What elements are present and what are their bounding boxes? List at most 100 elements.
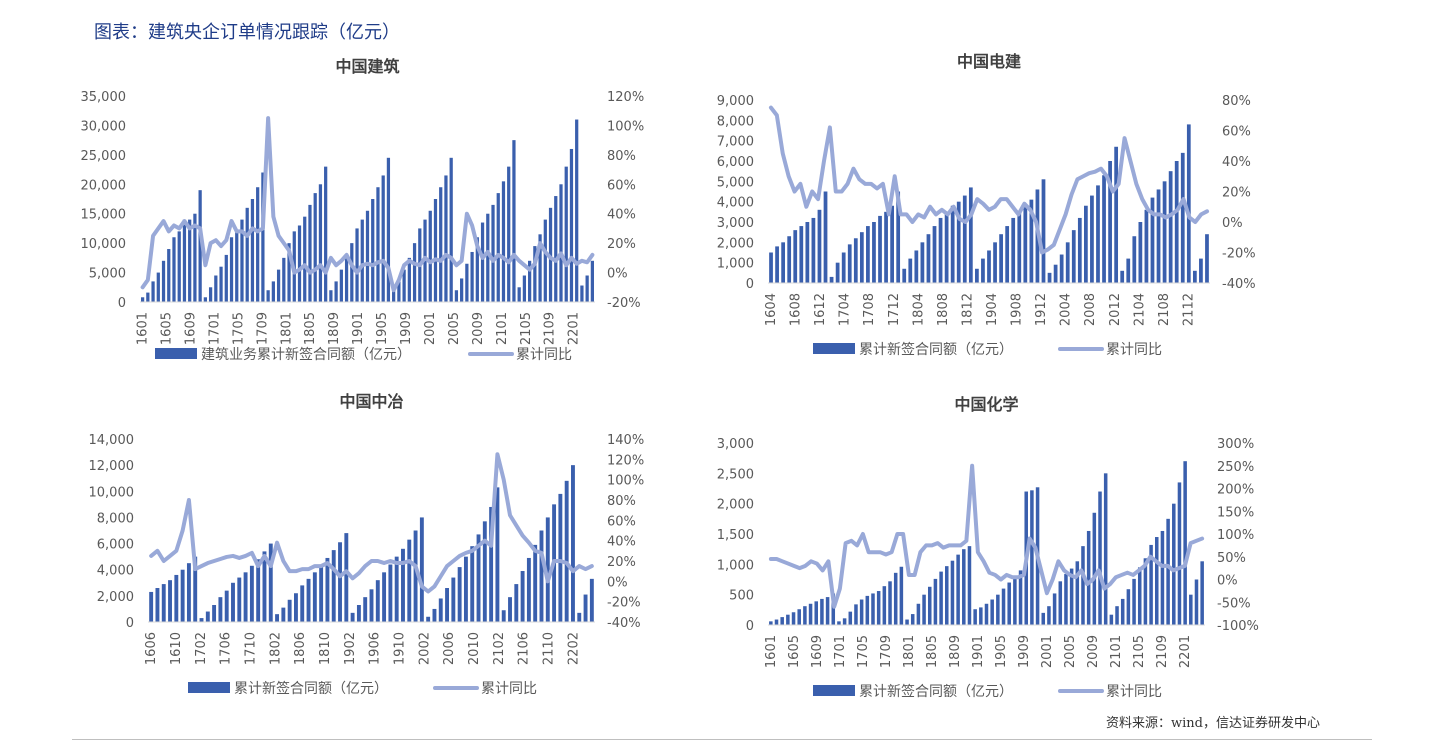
x-tick-label: 2108 — [1157, 293, 1172, 326]
bar — [1069, 568, 1074, 625]
bar — [1013, 576, 1017, 625]
bar — [449, 157, 453, 302]
y-right-tick-label: 40% — [607, 208, 636, 223]
y-left-tick-label: 35,000 — [81, 90, 127, 105]
bar — [355, 228, 359, 302]
bar — [950, 205, 955, 283]
x-tick-label: 1712 — [887, 293, 902, 326]
bar — [457, 567, 462, 622]
chart-title: 中国电建 — [957, 52, 1021, 71]
y-left-tick-label: 2,000 — [97, 590, 134, 605]
bar — [1177, 482, 1182, 625]
bar — [1155, 537, 1159, 625]
bar — [174, 574, 179, 622]
x-tick-label: 1609 — [184, 312, 199, 345]
bar — [526, 557, 531, 622]
bar — [585, 275, 589, 302]
bar — [1126, 589, 1131, 625]
x-tick-label: 2105 — [1132, 635, 1147, 668]
bar — [769, 252, 773, 283]
y-right-tick-label: 20% — [607, 555, 636, 570]
bar — [814, 601, 818, 625]
bar — [571, 465, 575, 622]
bar — [155, 588, 160, 622]
y-left-tick-label: 0 — [746, 277, 754, 292]
bar — [156, 272, 160, 302]
x-tick-label: 1904 — [985, 293, 1000, 326]
x-tick-label: 1709 — [255, 312, 270, 345]
bar — [402, 269, 406, 302]
bar — [1194, 579, 1199, 625]
bar — [256, 559, 261, 622]
bar — [590, 260, 594, 302]
bar — [543, 219, 547, 302]
bar — [1109, 614, 1114, 625]
y-right-tick-label: 200% — [1217, 483, 1254, 498]
bar — [287, 243, 291, 302]
y-left-tick-label: 6,000 — [97, 538, 134, 553]
bar — [475, 237, 479, 302]
x-tick-label: 2002 — [417, 632, 432, 665]
x-tick-label: 2101 — [495, 312, 510, 345]
bottom-divider — [72, 739, 1372, 740]
bar — [312, 572, 317, 622]
bar — [1166, 518, 1170, 625]
bar — [865, 595, 870, 625]
bar — [1132, 236, 1137, 283]
bar — [1084, 205, 1088, 283]
bar — [905, 619, 909, 625]
bar — [993, 242, 997, 283]
x-tick-label: 1806 — [293, 632, 308, 665]
bar — [507, 166, 511, 302]
bar — [564, 480, 569, 622]
x-tick-label: 1802 — [268, 632, 283, 665]
bar — [878, 215, 882, 283]
bar — [331, 550, 336, 622]
bar — [287, 599, 292, 622]
y-left-tick-label: 2,000 — [717, 236, 754, 251]
bar — [229, 237, 234, 302]
bar — [956, 201, 961, 283]
x-tick-label: 1601 — [764, 635, 779, 668]
legend-line-label: 累计同比 — [516, 347, 572, 363]
y-right-tick-label: 60% — [607, 178, 636, 193]
bar — [454, 290, 459, 302]
bar — [444, 175, 448, 302]
x-tick-label: 2001 — [423, 312, 438, 345]
x-tick-label: 1605 — [787, 635, 802, 668]
bar — [1007, 582, 1011, 625]
bar — [1189, 594, 1193, 625]
bar — [214, 275, 218, 302]
x-tick-label: 1601 — [136, 312, 151, 345]
bar — [419, 517, 424, 622]
bar — [1172, 503, 1176, 625]
y-left-tick-label: 1,000 — [717, 558, 754, 573]
bar — [282, 257, 286, 302]
y-right-tick-label: 140% — [607, 433, 644, 448]
bar — [198, 190, 202, 302]
x-tick-label: 1809 — [327, 312, 342, 345]
bar — [872, 222, 876, 283]
bar — [224, 590, 229, 622]
y-left-tick-label: 10,000 — [89, 485, 135, 500]
bar — [1186, 124, 1191, 284]
bar — [324, 166, 328, 302]
bar — [168, 580, 172, 622]
bar — [781, 242, 786, 283]
bar — [1174, 161, 1179, 283]
chart-mcc: 中国中冶 0 2,000 4,000 6,000 8,000 10,000 12,000 14,… — [60, 385, 660, 715]
bar — [528, 260, 532, 302]
y-right-tick-label: 0% — [607, 575, 628, 590]
bar — [837, 621, 841, 625]
y-right-tick-label: 100% — [607, 119, 644, 134]
bar — [890, 205, 894, 283]
bar — [1041, 179, 1046, 283]
bar — [1001, 588, 1006, 625]
x-tick-label: 2012 — [1108, 293, 1123, 326]
y-right-tick-label: 40% — [1222, 155, 1251, 170]
bar — [496, 193, 500, 302]
x-tick-label: 2201 — [567, 312, 582, 345]
y-right-tick-label: 60% — [1222, 125, 1251, 140]
bar — [554, 196, 558, 302]
bar — [1064, 574, 1068, 625]
